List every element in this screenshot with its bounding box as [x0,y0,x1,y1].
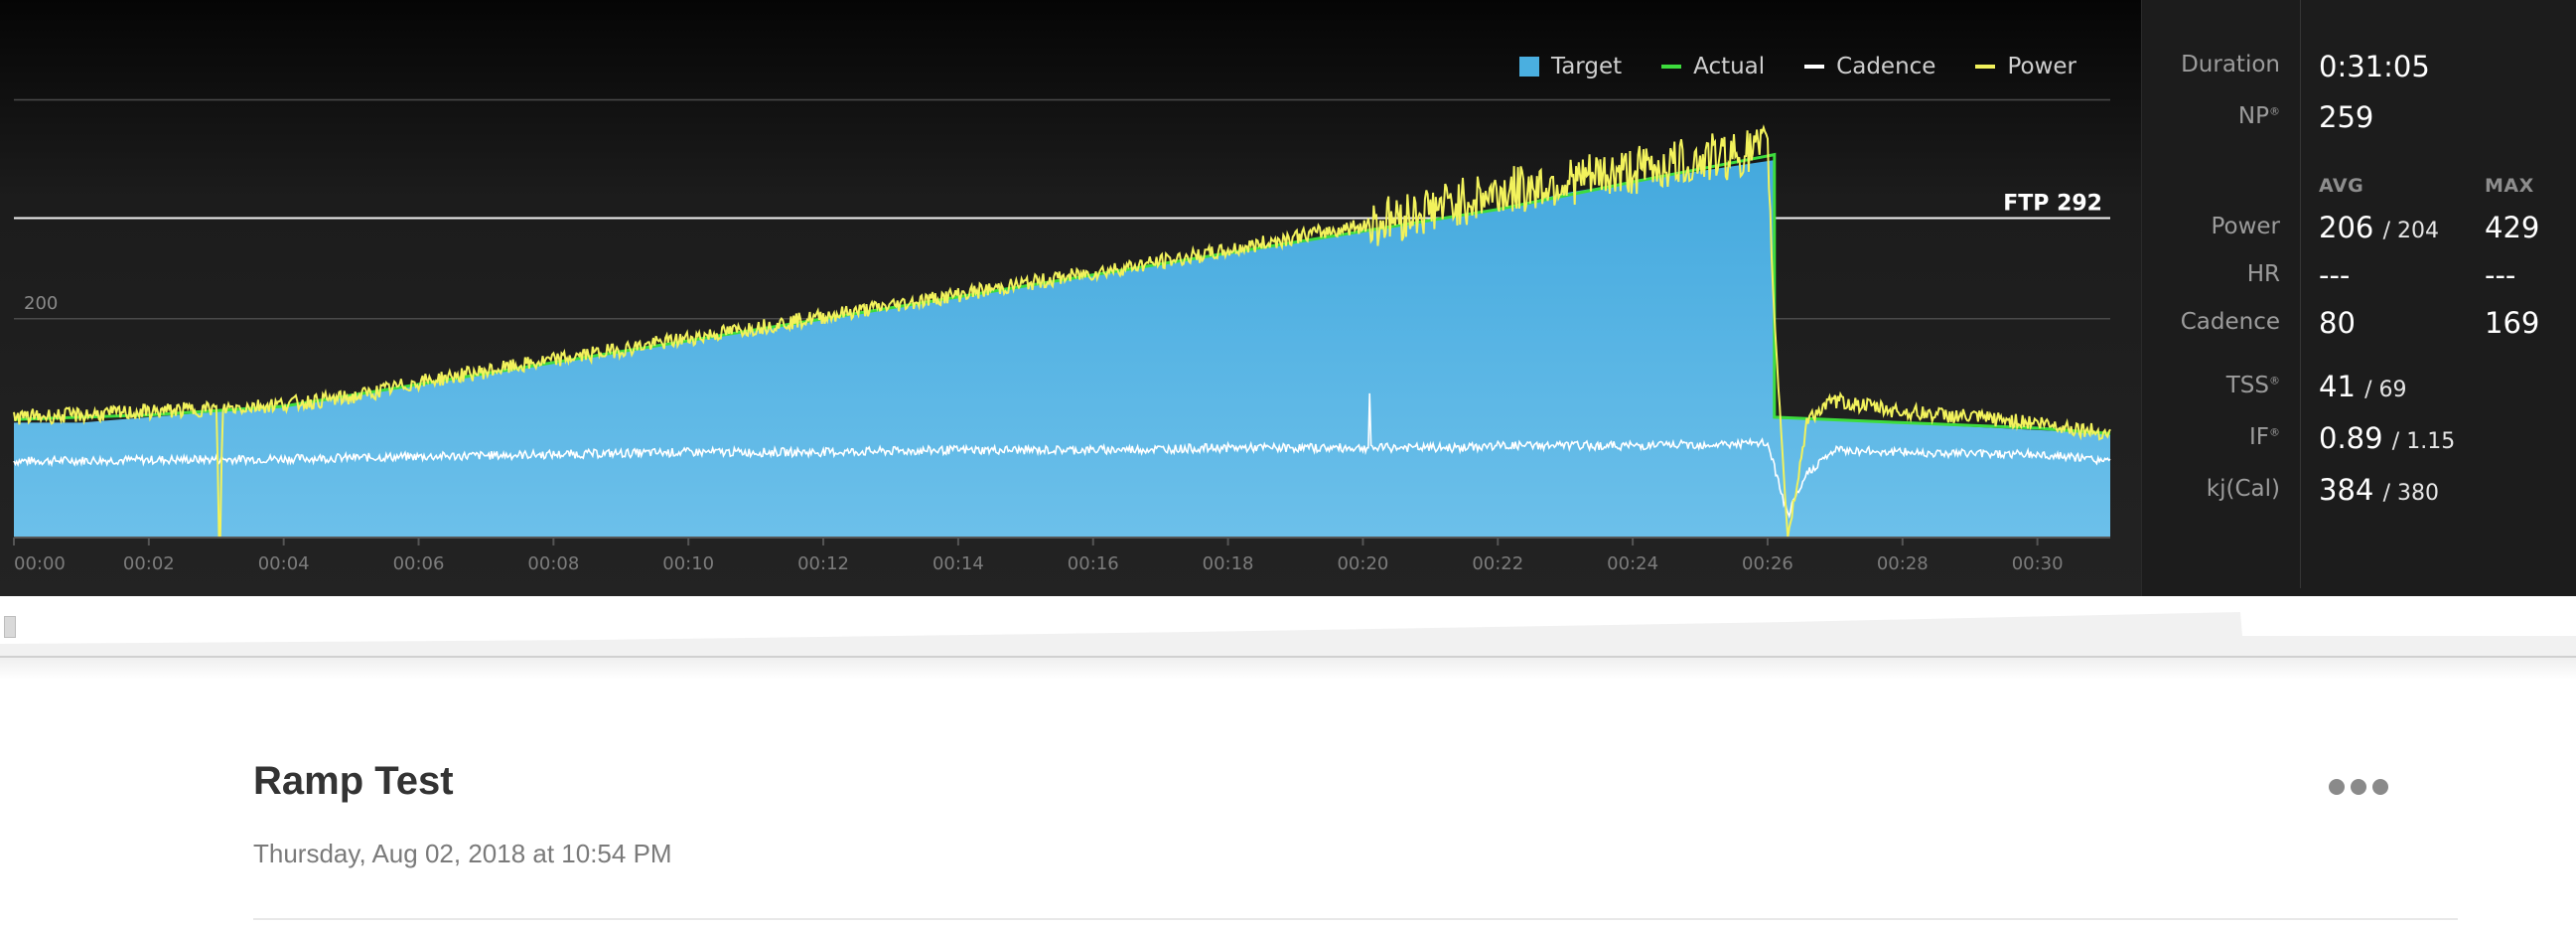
x-tick-label: 00:30 [2012,553,2064,574]
cadence-label: Cadence [2180,309,2280,335]
x-tick-label: 00:04 [258,553,310,574]
legend-swatch-actual [1661,65,1682,69]
legend-label-power: Power [2007,54,2076,79]
power-avg-value: 206 / 204 [2319,211,2439,244]
legend-item-power[interactable]: Power [1975,54,2076,79]
workout-chart-panel: 200 FTP 292 00:00 00:02 00:04 00:06 00:08 00:10… [0,0,2141,596]
x-tick-label: 00:16 [1068,553,1119,574]
overview-shadow [0,658,2576,680]
workout-chart: 200 FTP 292 00:00 00:02 00:04 00:06 00:08 00:10… [13,98,2111,574]
ellipsis-icon-dot [2372,779,2388,795]
max-column-header: MAX [2485,175,2534,197]
x-tick-label: 00:00 [14,553,66,574]
x-tick-label: 00:06 [393,553,445,574]
kj-label: kj(Cal) [2206,476,2280,502]
tss-label: TSS® [2225,373,2280,398]
legend-label-target: Target [1550,54,1623,79]
duration-value: 0:31:05 [2319,50,2430,83]
hr-avg-value: --- [2319,258,2351,292]
actual-line [13,152,2111,435]
x-tick-label: 00:24 [1607,553,1658,574]
legend-label-actual: Actual [1693,54,1766,79]
overview-drag-handle[interactable] [4,616,16,638]
legend-label-cadence: Cadence [1836,54,1936,79]
x-tick-label: 00:10 [662,553,714,574]
legend-swatch-cadence [1804,65,1825,69]
legend-item-cadence[interactable]: Cadence [1804,54,1935,79]
if-value: 0.89 / 1.15 [2319,421,2456,455]
cadence-avg-value: 80 [2319,306,2356,340]
x-tick-label: 00:18 [1203,553,1254,574]
cadence-line [13,392,2111,520]
title-divider [253,918,2458,920]
x-tick-label: 00:02 [123,553,175,574]
hr-max-value: --- [2485,258,2516,292]
chart-overview-scrubber[interactable] [0,596,2576,658]
stats-divider [2300,0,2301,588]
x-tick-label: 00:12 [797,553,849,574]
power-label: Power [2211,214,2280,239]
if-label: IF® [2248,424,2280,450]
duration-label: Duration [2181,52,2280,78]
legend-swatch-target [1518,57,1539,77]
x-tick-label: 00:28 [1877,553,1929,574]
target-area [14,160,2110,538]
np-label: NP® [2237,103,2280,129]
y-tick-label: 200 [24,293,58,314]
legend-swatch-power [1975,65,1996,69]
more-options-button[interactable] [2329,775,2398,799]
workout-date: Thursday, Aug 02, 2018 at 10:54 PM [253,839,672,868]
stats-panel [2141,0,2576,596]
power-max-value: 429 [2485,211,2540,244]
avg-column-header: AVG [2319,175,2364,197]
x-tick-label: 00:22 [1472,553,1523,574]
ellipsis-icon [2329,779,2345,795]
tss-value: 41 / 69 [2319,370,2407,403]
chart-legend: Target Actual Cadence Power [1518,54,2076,79]
ellipsis-icon-dot [2351,779,2366,795]
legend-item-actual[interactable]: Actual [1661,54,1765,79]
legend-item-target[interactable]: Target [1518,54,1623,79]
power-line [13,124,2111,539]
hr-label: HR [2246,261,2280,287]
np-value: 259 [2319,100,2374,134]
ftp-label: FTP 292 [2003,191,2102,216]
x-tick-label: 00:20 [1337,553,1388,574]
x-tick-label: 00:26 [1742,553,1793,574]
x-tick-label: 00:14 [932,553,984,574]
overview-profile [0,612,2576,658]
x-tick-label: 00:08 [527,553,579,574]
kj-value: 384 / 380 [2319,473,2439,507]
cadence-max-value: 169 [2485,306,2540,340]
workout-title: Ramp Test [253,759,454,803]
